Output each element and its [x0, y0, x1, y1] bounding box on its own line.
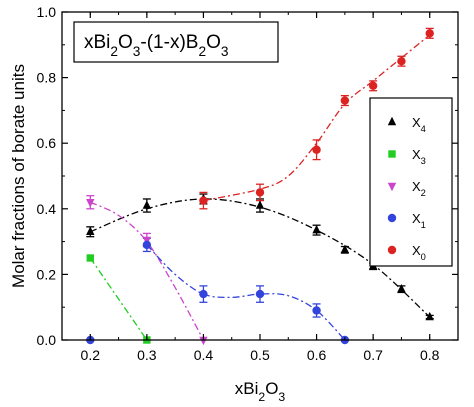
chart-title-part: 3 — [133, 44, 141, 59]
data-point-x0 — [255, 188, 265, 197]
data-point-x1 — [255, 289, 265, 299]
fit-curve-x1 — [146, 244, 346, 341]
data-point-x0 — [312, 145, 321, 154]
legend-label-text: X — [412, 147, 421, 162]
x-axis-label: xBi2O3 — [235, 379, 286, 404]
data-point-x1 — [142, 240, 152, 250]
legend-label-x0: X0 — [412, 243, 426, 262]
fit-curve-x3 — [89, 257, 148, 341]
data-point-x0 — [425, 29, 434, 38]
data-point-x2 — [86, 199, 95, 208]
data-point-x1 — [199, 289, 208, 299]
data-point-x4 — [312, 224, 321, 234]
fit-curve-x2 — [90, 201, 205, 341]
x-tick-label: 0.2 — [81, 347, 101, 363]
y-tick-label: 0.0 — [37, 332, 57, 348]
y-tick-label: 0.4 — [37, 201, 57, 217]
data-point-x2 — [199, 336, 208, 346]
legend-label-x3: X3 — [412, 147, 426, 166]
chart-title-part: O — [118, 32, 133, 53]
data-point-x3 — [86, 254, 94, 262]
legend-label-subscript: 1 — [421, 220, 426, 230]
y-axis-label: Molar fractions of borate units — [9, 64, 28, 288]
data-point-x4 — [142, 200, 152, 209]
data-point-x0 — [368, 81, 378, 91]
legend-marker-x1 — [387, 213, 397, 223]
x-tick-label: 0.8 — [420, 347, 440, 363]
legend-label-x1: X1 — [412, 211, 426, 230]
x-tick-label: 0.7 — [363, 347, 383, 363]
chart-title-part: 3 — [221, 44, 229, 59]
legend-label-text: X — [412, 115, 421, 130]
legend-label-subscript: 4 — [421, 124, 426, 134]
data-point-x4 — [255, 200, 265, 209]
data-point-x0 — [199, 196, 208, 205]
chart-title-part: 2 — [110, 44, 118, 59]
axes: 0.2 0.3 0.4 0.5 0.6 0.7 0.8 0.0 0.2 0.4 0.6 0.8 1.0 x… — [9, 4, 459, 404]
data-point-x4 — [86, 226, 95, 235]
data-points — [86, 29, 434, 346]
data-point-x4 — [340, 244, 350, 253]
x-axis-label-part: 2 — [258, 390, 265, 404]
legend-label-subscript: 3 — [421, 156, 426, 166]
y-tick-label: 1.0 — [37, 4, 57, 20]
x-axis-label-part: xBi — [235, 379, 259, 398]
title-box — [73, 21, 279, 63]
data-point-x4 — [425, 311, 434, 321]
legend-marker-x0 — [387, 245, 397, 255]
y-tick-label: 0.2 — [37, 266, 57, 282]
legend-marker-x4 — [387, 116, 397, 126]
legend-marker-x2 — [387, 182, 397, 192]
chart-title-part: O — [206, 32, 221, 53]
legend-label-subscript: 2 — [421, 188, 426, 198]
chart-title-part: -(1-x)B — [140, 32, 198, 53]
legend-box — [369, 97, 453, 267]
data-point-x1 — [312, 306, 321, 315]
data-point-x0 — [397, 57, 406, 66]
legend-label-text: X — [412, 211, 421, 226]
x-tick-label: 0.6 — [307, 347, 327, 363]
chart-title-part: 2 — [198, 44, 206, 59]
data-point-x0 — [340, 96, 350, 105]
data-point-x4 — [397, 283, 406, 293]
legend-label-x2: X2 — [412, 179, 426, 198]
x-axis-label-part: O — [265, 379, 278, 398]
x-tick-label: 0.4 — [194, 347, 214, 363]
x-tick-label: 0.3 — [137, 347, 157, 363]
chart-title: xBi2O3-(1-x)B2O3 — [84, 32, 228, 59]
y-tick-label: 0.8 — [37, 70, 57, 86]
legend-marker-x3 — [388, 150, 396, 158]
chart-title-box: xBi2O3-(1-x)B2O3 — [73, 21, 279, 63]
x-axis-label-part: 3 — [278, 390, 285, 404]
x-tick-label: 0.5 — [250, 347, 270, 363]
legend-label-subscript: 0 — [421, 252, 426, 262]
legend-label-text: X — [412, 179, 421, 194]
legend-label-x4: X4 — [412, 115, 426, 134]
legend-label-text: X — [412, 243, 421, 258]
chart-title-part: xBi — [84, 32, 110, 53]
y-tick-label: 0.6 — [37, 135, 57, 151]
